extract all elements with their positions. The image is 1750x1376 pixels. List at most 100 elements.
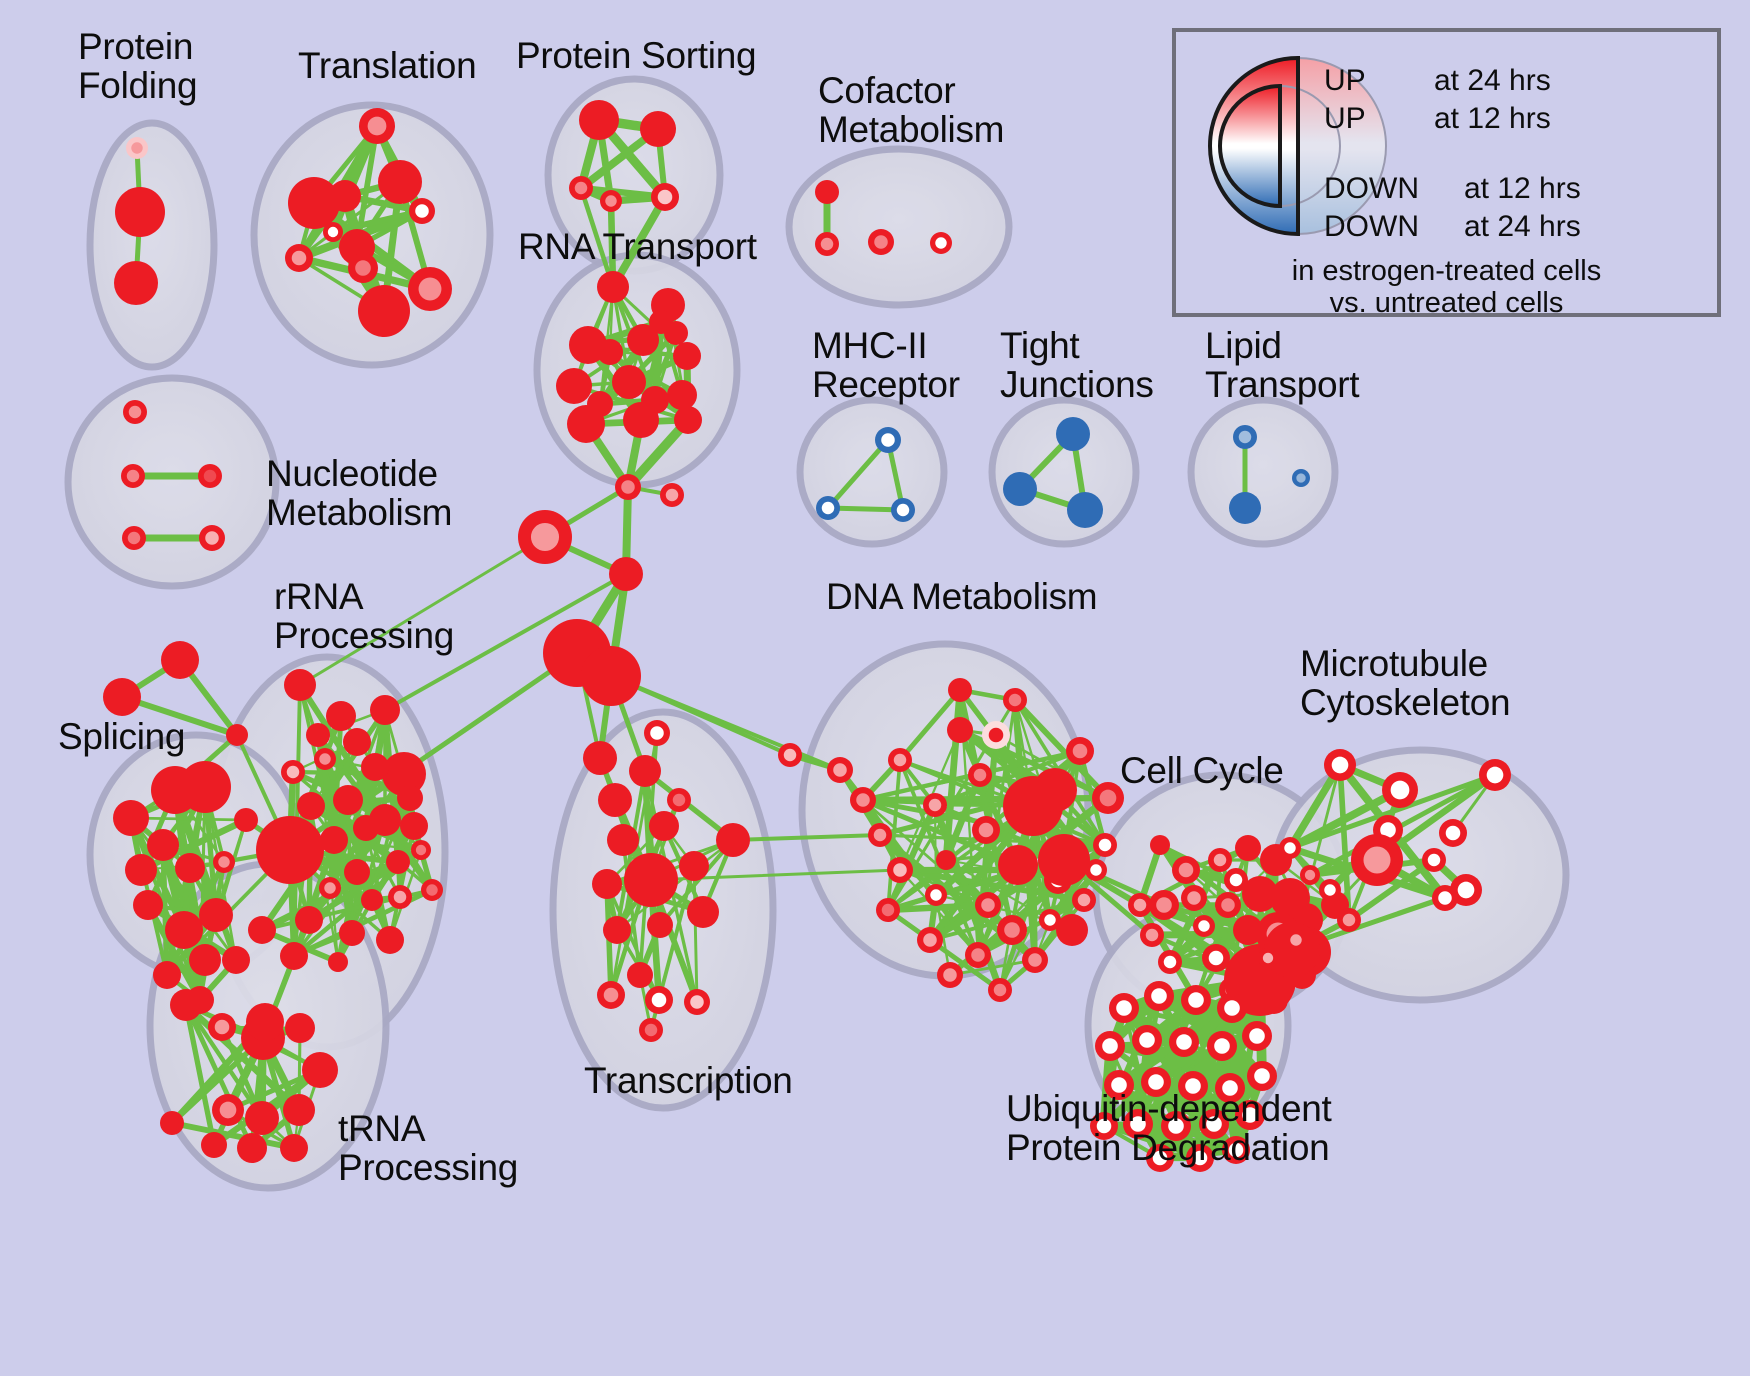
network-node bbox=[644, 720, 670, 746]
network-node bbox=[603, 916, 631, 944]
node-inner-disc-12hr bbox=[574, 181, 588, 195]
node-outer-ring-24hr bbox=[160, 1111, 184, 1135]
node-outer-ring-24hr bbox=[583, 741, 617, 775]
network-node bbox=[891, 498, 915, 522]
node-outer-ring-24hr bbox=[947, 717, 973, 743]
network-edge bbox=[948, 958, 1037, 977]
network-node bbox=[1479, 759, 1511, 791]
network-edge bbox=[160, 842, 170, 978]
node-outer-ring-24hr bbox=[222, 946, 250, 974]
network-edge bbox=[886, 758, 902, 912]
network-node bbox=[319, 877, 341, 899]
node-outer-ring-24hr bbox=[113, 800, 149, 836]
network-edge bbox=[885, 907, 1003, 993]
network-node bbox=[1181, 885, 1207, 911]
node-inner-disc-12hr bbox=[1213, 853, 1227, 867]
node-outer-ring-24hr bbox=[627, 324, 659, 356]
node-inner-disc-12hr bbox=[1187, 891, 1201, 905]
network-node bbox=[359, 108, 395, 144]
network-node bbox=[408, 267, 452, 311]
network-node bbox=[199, 898, 233, 932]
network-node bbox=[988, 978, 1012, 1002]
cluster-label-microtubule-cytoskeleton: Microtubule Cytoskeleton bbox=[1300, 643, 1511, 723]
node-inner-disc-12hr bbox=[881, 903, 895, 917]
network-node bbox=[1093, 833, 1117, 857]
legend-time-0: at 24 hrs bbox=[1434, 64, 1551, 97]
node-outer-ring-24hr bbox=[326, 701, 356, 731]
legend-glyph bbox=[1208, 55, 1387, 237]
network-node bbox=[284, 669, 316, 701]
node-inner-disc-12hr bbox=[355, 260, 371, 276]
node-inner-disc-12hr bbox=[928, 798, 942, 812]
network-node bbox=[361, 753, 389, 781]
node-inner-disc-12hr bbox=[1324, 884, 1336, 896]
network-node bbox=[815, 180, 839, 204]
node-outer-ring-24hr bbox=[592, 869, 622, 899]
network-node bbox=[982, 721, 1010, 749]
node-outer-ring-24hr bbox=[246, 1003, 284, 1041]
network-node bbox=[1242, 876, 1278, 912]
network-node bbox=[1292, 469, 1310, 487]
node-inner-disc-12hr bbox=[415, 204, 429, 218]
node-inner-disc-12hr bbox=[1163, 955, 1177, 969]
network-node bbox=[1085, 859, 1107, 881]
network-node bbox=[1067, 492, 1103, 528]
cluster-label-rrna-processing: rRNA Processing bbox=[274, 576, 455, 656]
node-inner-disc-12hr bbox=[1148, 1074, 1164, 1090]
legend-state-2: DOWN bbox=[1324, 172, 1419, 205]
network-node bbox=[1090, 1112, 1118, 1140]
node-inner-disc-12hr bbox=[205, 531, 219, 545]
node-outer-ring-24hr bbox=[125, 854, 157, 886]
network-edge bbox=[609, 193, 669, 291]
node-outer-ring-24hr bbox=[673, 342, 701, 370]
node-outer-ring-24hr bbox=[284, 669, 316, 701]
network-edge bbox=[129, 816, 248, 822]
network-edge bbox=[1012, 697, 1111, 801]
network-edge bbox=[137, 816, 250, 874]
network-node bbox=[1224, 868, 1248, 892]
node-outer-ring-24hr bbox=[329, 180, 361, 212]
network-node bbox=[1351, 834, 1403, 886]
network-node bbox=[640, 111, 676, 147]
node-inner-disc-12hr bbox=[1178, 862, 1194, 878]
network-node bbox=[1258, 948, 1278, 968]
network-node bbox=[306, 723, 330, 747]
node-outer-ring-24hr bbox=[201, 1132, 227, 1158]
network-node bbox=[1279, 837, 1301, 859]
node-inner-disc-12hr bbox=[1390, 780, 1410, 800]
network-node bbox=[382, 752, 426, 796]
node-inner-disc-12hr bbox=[1099, 789, 1117, 807]
network-node bbox=[153, 961, 181, 989]
node-inner-disc-12hr bbox=[1438, 891, 1452, 905]
network-node bbox=[664, 321, 688, 345]
legend-state-3: DOWN bbox=[1324, 210, 1419, 243]
node-inner-disc-12hr bbox=[896, 503, 910, 517]
node-inner-disc-12hr bbox=[820, 237, 834, 251]
node-outer-ring-24hr bbox=[674, 406, 702, 434]
network-node bbox=[581, 646, 641, 706]
network-node bbox=[421, 879, 443, 901]
network-node bbox=[1056, 417, 1090, 451]
network-node bbox=[641, 386, 669, 414]
network-node bbox=[1285, 929, 1307, 951]
network-node bbox=[400, 812, 428, 840]
network-node bbox=[1172, 856, 1200, 884]
node-inner-disc-12hr bbox=[973, 768, 987, 782]
node-inner-disc-12hr bbox=[131, 142, 143, 154]
node-outer-ring-24hr bbox=[339, 920, 365, 946]
network-node bbox=[246, 1003, 284, 1041]
node-outer-ring-24hr bbox=[179, 761, 231, 813]
network-edge bbox=[119, 694, 240, 738]
node-inner-disc-12hr bbox=[672, 793, 686, 807]
network-node bbox=[629, 755, 661, 787]
cluster-label-dna-metabolism: DNA Metabolism bbox=[826, 576, 1098, 617]
node-inner-disc-12hr bbox=[874, 235, 888, 249]
network-node bbox=[1140, 923, 1164, 947]
network-node bbox=[997, 915, 1027, 945]
node-outer-ring-24hr bbox=[234, 808, 258, 832]
network-node bbox=[1056, 914, 1088, 946]
network-node bbox=[133, 890, 163, 920]
network-node bbox=[245, 1101, 279, 1135]
hull-protein-folding bbox=[86, 119, 218, 371]
